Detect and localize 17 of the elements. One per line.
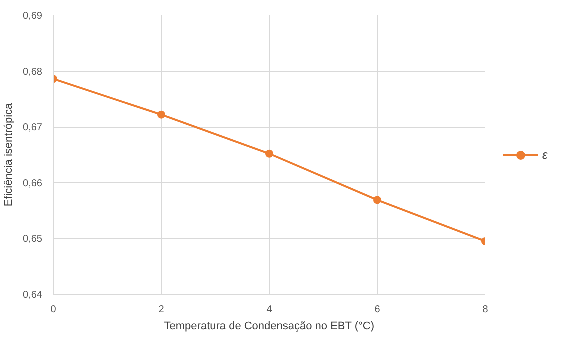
y-tick-label: 0,67 <box>23 122 43 134</box>
point <box>374 196 382 204</box>
x-tick-label: 2 <box>158 304 165 316</box>
y-tick-label: 0,64 <box>23 290 43 301</box>
x-tick-label: 6 <box>374 304 381 316</box>
y-tick-label: 0,66 <box>23 178 43 190</box>
y-axis-title: Eficiência isentrópica <box>3 102 16 207</box>
y-tick-label: 0,68 <box>23 66 43 78</box>
x-axis-title: Temperatura de Condensação no EBT (°C) <box>164 320 375 332</box>
point <box>158 110 166 119</box>
x-tick-label: 4 <box>266 304 273 316</box>
x-tick-label: 0 <box>50 304 57 316</box>
x-tick-label: 8 <box>482 304 489 316</box>
y-tick-label: 0,69 <box>23 11 43 22</box>
y-tick-label: 0,65 <box>23 234 43 246</box>
point <box>266 150 274 158</box>
legend-label: ε <box>542 148 549 162</box>
